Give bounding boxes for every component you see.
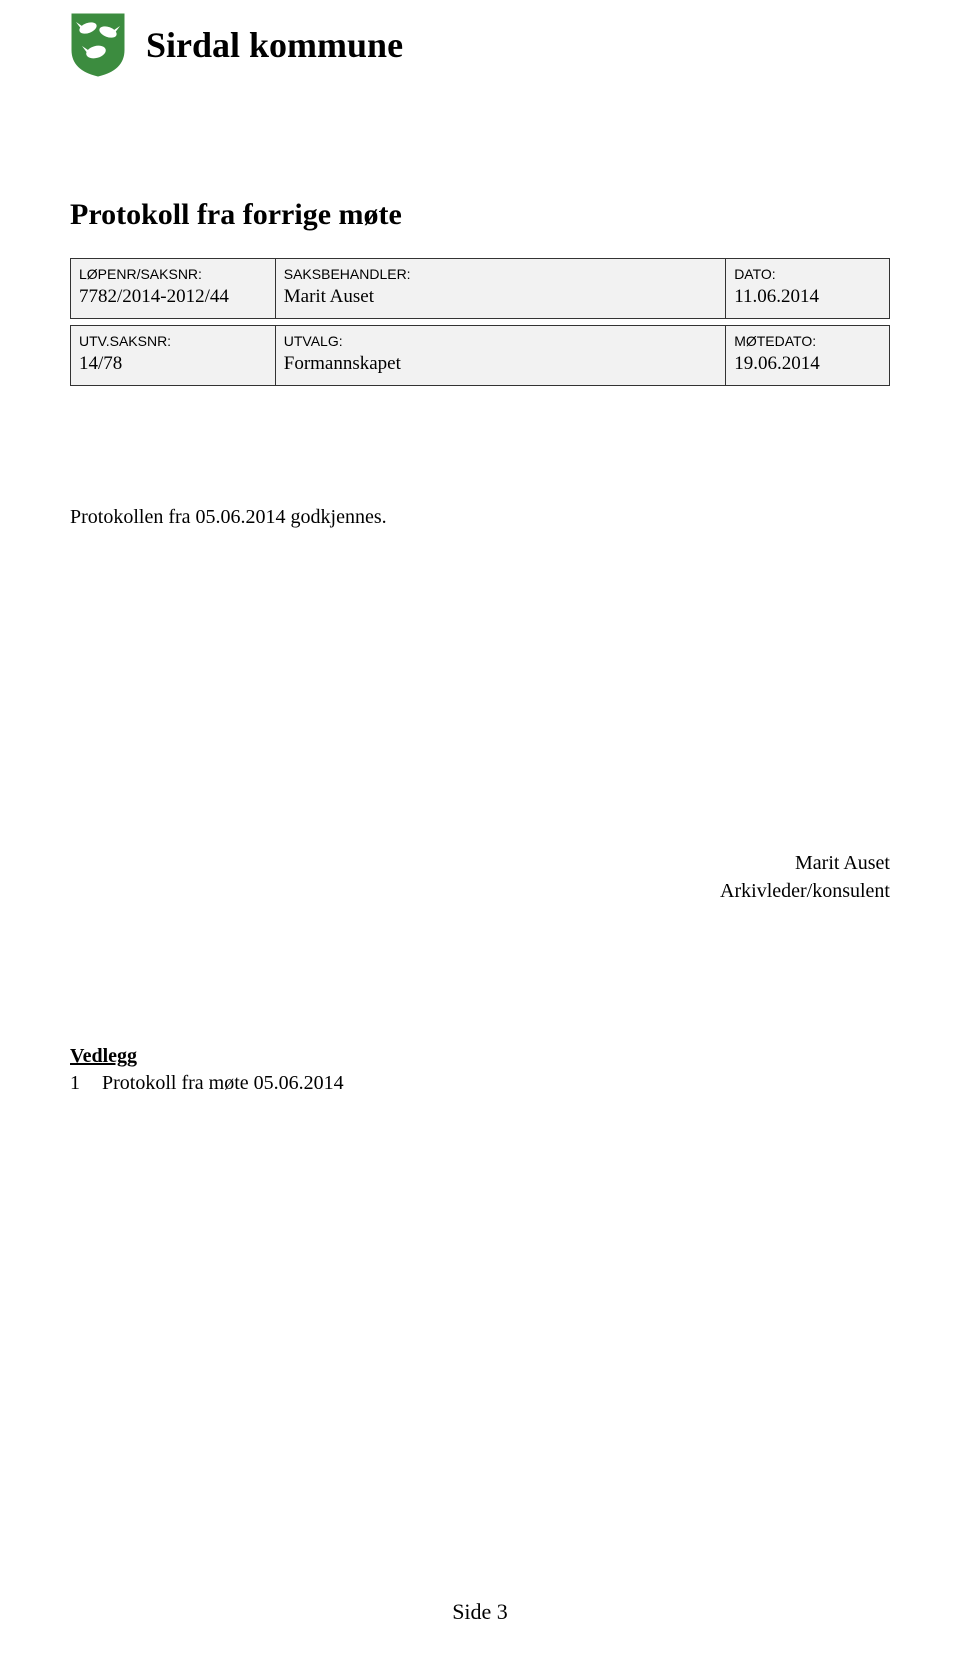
- attachment-text: Protokoll fra møte 05.06.2014: [102, 1072, 344, 1095]
- case-handler-label: SAKSBEHANDLER:: [284, 265, 717, 283]
- document-title: Protokoll fra forrige møte: [70, 198, 890, 232]
- case-number-cell: LØPENR/SAKSNR: 7782/2014-2012/44: [71, 259, 276, 319]
- meeting-date-cell: MØTEDATO: 19.06.2014: [726, 325, 890, 385]
- body-paragraph: Protokollen fra 05.06.2014 godkjennes.: [70, 506, 890, 529]
- committee-case-number-label: UTV.SAKSNR:: [79, 332, 267, 350]
- attachments-section: Vedlegg 1 Protokoll fra møte 05.06.2014: [70, 1045, 890, 1095]
- page-footer: Side 3: [0, 1599, 960, 1625]
- meeting-date-value: 19.06.2014: [734, 352, 881, 377]
- committee-cell: UTVALG: Formannskapet: [275, 325, 725, 385]
- case-number-label: LØPENR/SAKSNR:: [79, 265, 267, 283]
- municipal-shield-logo: [70, 12, 126, 78]
- date-label: DATO:: [734, 265, 881, 283]
- attachment-row: 1 Protokoll fra møte 05.06.2014: [70, 1072, 890, 1095]
- committee-case-number-cell: UTV.SAKSNR: 14/78: [71, 325, 276, 385]
- date-value: 11.06.2014: [734, 285, 881, 310]
- case-handler-cell: SAKSBEHANDLER: Marit Auset: [275, 259, 725, 319]
- case-handler-value: Marit Auset: [284, 285, 717, 310]
- signature-name: Marit Auset: [70, 849, 890, 877]
- attachments-heading: Vedlegg: [70, 1045, 890, 1068]
- org-name: Sirdal kommune: [146, 24, 403, 66]
- meeting-date-label: MØTEDATO:: [734, 332, 881, 350]
- date-cell: DATO: 11.06.2014: [726, 259, 890, 319]
- attachment-number: 1: [70, 1072, 84, 1095]
- signature-title: Arkivleder/konsulent: [70, 877, 890, 905]
- committee-value: Formannskapet: [284, 352, 717, 377]
- signature-block: Marit Auset Arkivleder/konsulent: [70, 849, 890, 905]
- committee-label: UTVALG:: [284, 332, 717, 350]
- case-number-value: 7782/2014-2012/44: [79, 285, 267, 310]
- page-header: Sirdal kommune: [70, 0, 890, 78]
- committee-case-number-value: 14/78: [79, 352, 267, 377]
- case-info-table-2: UTV.SAKSNR: 14/78 UTVALG: Formannskapet …: [70, 325, 890, 386]
- case-info-table-1: LØPENR/SAKSNR: 7782/2014-2012/44 SAKSBEH…: [70, 258, 890, 319]
